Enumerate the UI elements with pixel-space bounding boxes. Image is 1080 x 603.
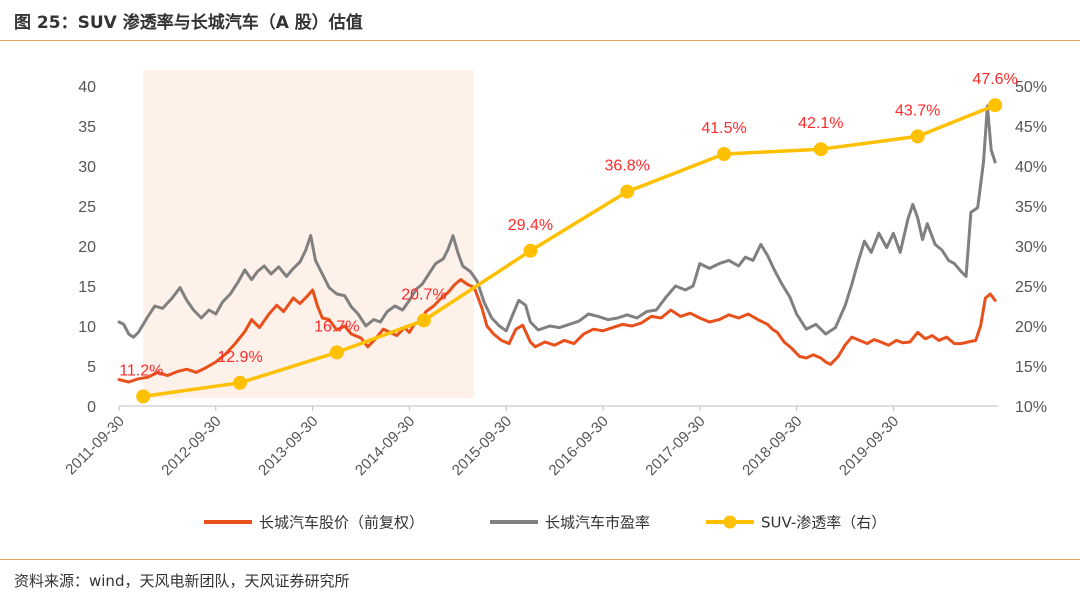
right-axis-ticks: 10% 15% 20% 25% 30% 35% 40% 45% 50% bbox=[1015, 79, 1047, 416]
left-tick-label: 15 bbox=[78, 279, 96, 296]
x-tick-label: 2015-09-30 bbox=[449, 413, 515, 479]
bottom-rule bbox=[0, 559, 1080, 560]
x-tick-label: 2011-09-30 bbox=[62, 413, 127, 478]
suv-data-label: 20.7% bbox=[401, 286, 446, 303]
right-tick-label: 30% bbox=[1015, 239, 1047, 256]
right-tick-label: 40% bbox=[1015, 159, 1047, 176]
right-tick-label: 20% bbox=[1015, 319, 1047, 336]
suv-marker bbox=[813, 142, 828, 157]
source-note: 资料来源：wind，天风电新团队，天风证券研究所 bbox=[14, 572, 350, 590]
x-axis-ticks: 2011-09-30 2012-09-30 2013-09-30 2014-09-30… bbox=[62, 406, 902, 479]
suv-data-label: 12.9% bbox=[217, 349, 262, 366]
suv-marker bbox=[523, 243, 538, 258]
left-tick-label: 0 bbox=[87, 399, 96, 416]
suv-data-label: 11.2% bbox=[119, 362, 163, 379]
x-tick-label: 2018-09-30 bbox=[739, 413, 805, 479]
right-tick-label: 50% bbox=[1015, 79, 1047, 96]
right-tick-label: 25% bbox=[1015, 279, 1047, 296]
pe-ratio-line bbox=[117, 104, 997, 339]
right-tick-label: 10% bbox=[1015, 399, 1047, 416]
x-tick-label: 2014-09-30 bbox=[352, 413, 418, 479]
legend-suv-penetration-marker bbox=[723, 515, 737, 529]
x-tick-label: 2012-09-30 bbox=[158, 413, 224, 479]
legend-stock-price-label: 长城汽车股价（前复权） bbox=[259, 514, 424, 532]
x-tick-label: 2016-09-30 bbox=[546, 413, 612, 479]
stock-price-line bbox=[117, 278, 997, 384]
suv-marker bbox=[910, 129, 925, 144]
x-tick-label: 2013-09-30 bbox=[255, 413, 321, 479]
series-lines bbox=[117, 103, 997, 399]
left-tick-label: 35 bbox=[78, 119, 96, 136]
suv-data-label: 43.7% bbox=[895, 102, 940, 119]
legend-pe-ratio-label: 长城汽车市盈率 bbox=[545, 514, 650, 532]
left-tick-label: 25 bbox=[78, 199, 96, 216]
right-tick-label: 15% bbox=[1015, 359, 1047, 376]
suv-markers bbox=[136, 98, 1003, 404]
x-tick-label: 2017-09-30 bbox=[642, 413, 708, 479]
suv-data-label: 42.1% bbox=[798, 115, 843, 132]
suv-marker bbox=[233, 375, 248, 390]
top-rule bbox=[0, 40, 1080, 41]
left-tick-label: 10 bbox=[78, 319, 96, 336]
left-tick-label: 20 bbox=[78, 239, 96, 256]
suv-data-label: 36.8% bbox=[605, 158, 650, 175]
suv-data-label: 47.6% bbox=[972, 71, 1017, 88]
figure-title: 图 25：SUV 渗透率与长城汽车（A 股）估值 bbox=[14, 13, 363, 33]
left-axis-ticks: 0 5 10 15 20 25 30 35 40 bbox=[78, 79, 96, 416]
suv-marker bbox=[717, 147, 732, 161]
highlight-period-band bbox=[143, 70, 474, 398]
chart-canvas: 0 5 10 15 20 25 30 35 40 10% 15% 20% 25% 30% 35% 40% 45… bbox=[62, 70, 1047, 532]
suv-data-labels: 11.2% 12.9% 16.7% 20.7% 29.4% 36.8% 41.5% 42.1%… bbox=[119, 71, 1018, 379]
suv-data-label: 41.5% bbox=[701, 120, 746, 137]
suv-data-label: 29.4% bbox=[508, 217, 553, 234]
suv-marker bbox=[329, 345, 344, 360]
left-tick-label: 30 bbox=[78, 159, 96, 176]
left-tick-label: 40 bbox=[78, 79, 96, 96]
left-tick-label: 5 bbox=[87, 359, 96, 376]
legend-suv-penetration-label: SUV-渗透率（右） bbox=[761, 514, 886, 532]
suv-marker bbox=[136, 389, 151, 404]
suv-marker bbox=[988, 98, 1003, 113]
legend: 长城汽车股价（前复权） 长城汽车市盈率 SUV-渗透率（右） bbox=[204, 514, 886, 532]
right-tick-label: 35% bbox=[1015, 199, 1047, 216]
right-tick-label: 45% bbox=[1015, 119, 1047, 136]
suv-data-label: 16.7% bbox=[314, 318, 359, 335]
suv-marker bbox=[620, 184, 635, 199]
suv-marker bbox=[416, 313, 431, 328]
suv-penetration-line bbox=[141, 103, 997, 399]
x-tick-label: 2019-09-30 bbox=[836, 413, 902, 479]
